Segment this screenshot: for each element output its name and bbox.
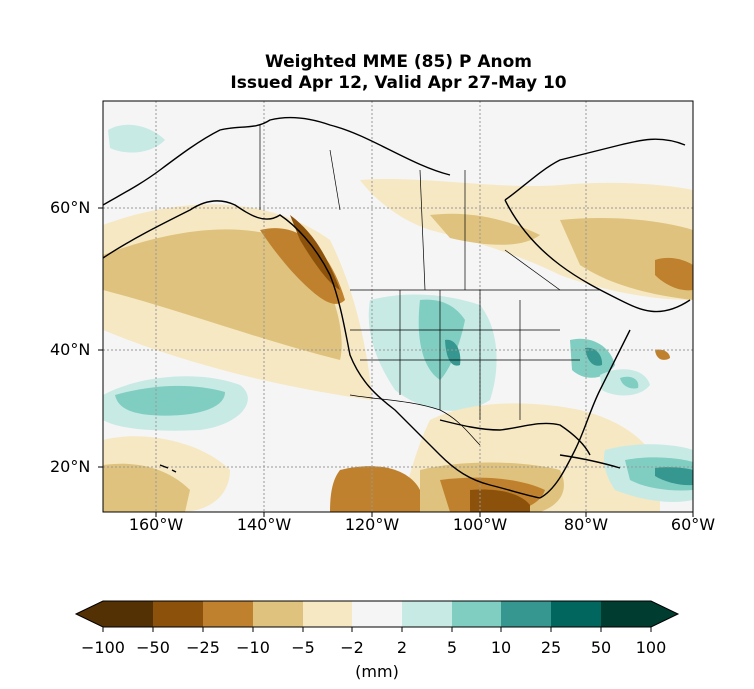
lon-label-140w: 140°W: [236, 515, 292, 534]
lat-label-20n: 20°N: [50, 457, 91, 476]
colorbar: [74, 600, 680, 632]
colorbar-label: 100: [635, 638, 667, 657]
colorbar-label: 2: [396, 638, 408, 657]
colorbar-label: −50: [136, 638, 170, 657]
colorbar-segment-5: [352, 601, 402, 627]
colorbar-label: −100: [81, 638, 125, 657]
colorbar-label: 5: [446, 638, 458, 657]
lat-label-60n: 60°N: [50, 198, 91, 217]
lon-label-120w: 120°W: [344, 515, 400, 534]
colorbar-label: −10: [236, 638, 270, 657]
lon-label-160w: 160°W: [128, 515, 184, 534]
colorbar-unit: (mm): [355, 662, 399, 681]
lon-label-80w: 80°W: [563, 515, 609, 534]
colorbar-label: −25: [186, 638, 220, 657]
anomaly-field: [103, 101, 693, 512]
colorbar-segment-9: [551, 601, 601, 627]
lat-label-40n: 40°N: [50, 340, 91, 359]
coastlines: [103, 116, 691, 499]
colorbar-segment-3: [253, 601, 303, 627]
colorbar-segment-8: [501, 601, 551, 627]
colorbar-label: 10: [490, 638, 512, 657]
colorbar-segment-0: [76, 601, 153, 627]
colorbar-label: 50: [590, 638, 612, 657]
colorbar-segment-2: [203, 601, 253, 627]
lon-label-60w: 60°W: [670, 515, 716, 534]
colorbar-label: −5: [291, 638, 315, 657]
colorbar-segment-7: [452, 601, 501, 627]
axis-ticks: [98, 207, 694, 517]
map-title-line2: Issued Apr 12, Valid Apr 27-May 10: [230, 73, 567, 93]
colorbar-segment-10: [601, 601, 678, 627]
colorbar-segment-4: [303, 601, 352, 627]
lon-label-100w: 100°W: [452, 515, 508, 534]
colorbar-segment-6: [402, 601, 452, 627]
borders: [259, 125, 600, 446]
colorbar-label: 25: [540, 638, 562, 657]
map-title-line1: Weighted MME (85) P Anom: [264, 52, 533, 72]
colorbar-label: −2: [340, 638, 364, 657]
colorbar-segment-1: [153, 601, 203, 627]
map-frame: [102, 100, 694, 513]
